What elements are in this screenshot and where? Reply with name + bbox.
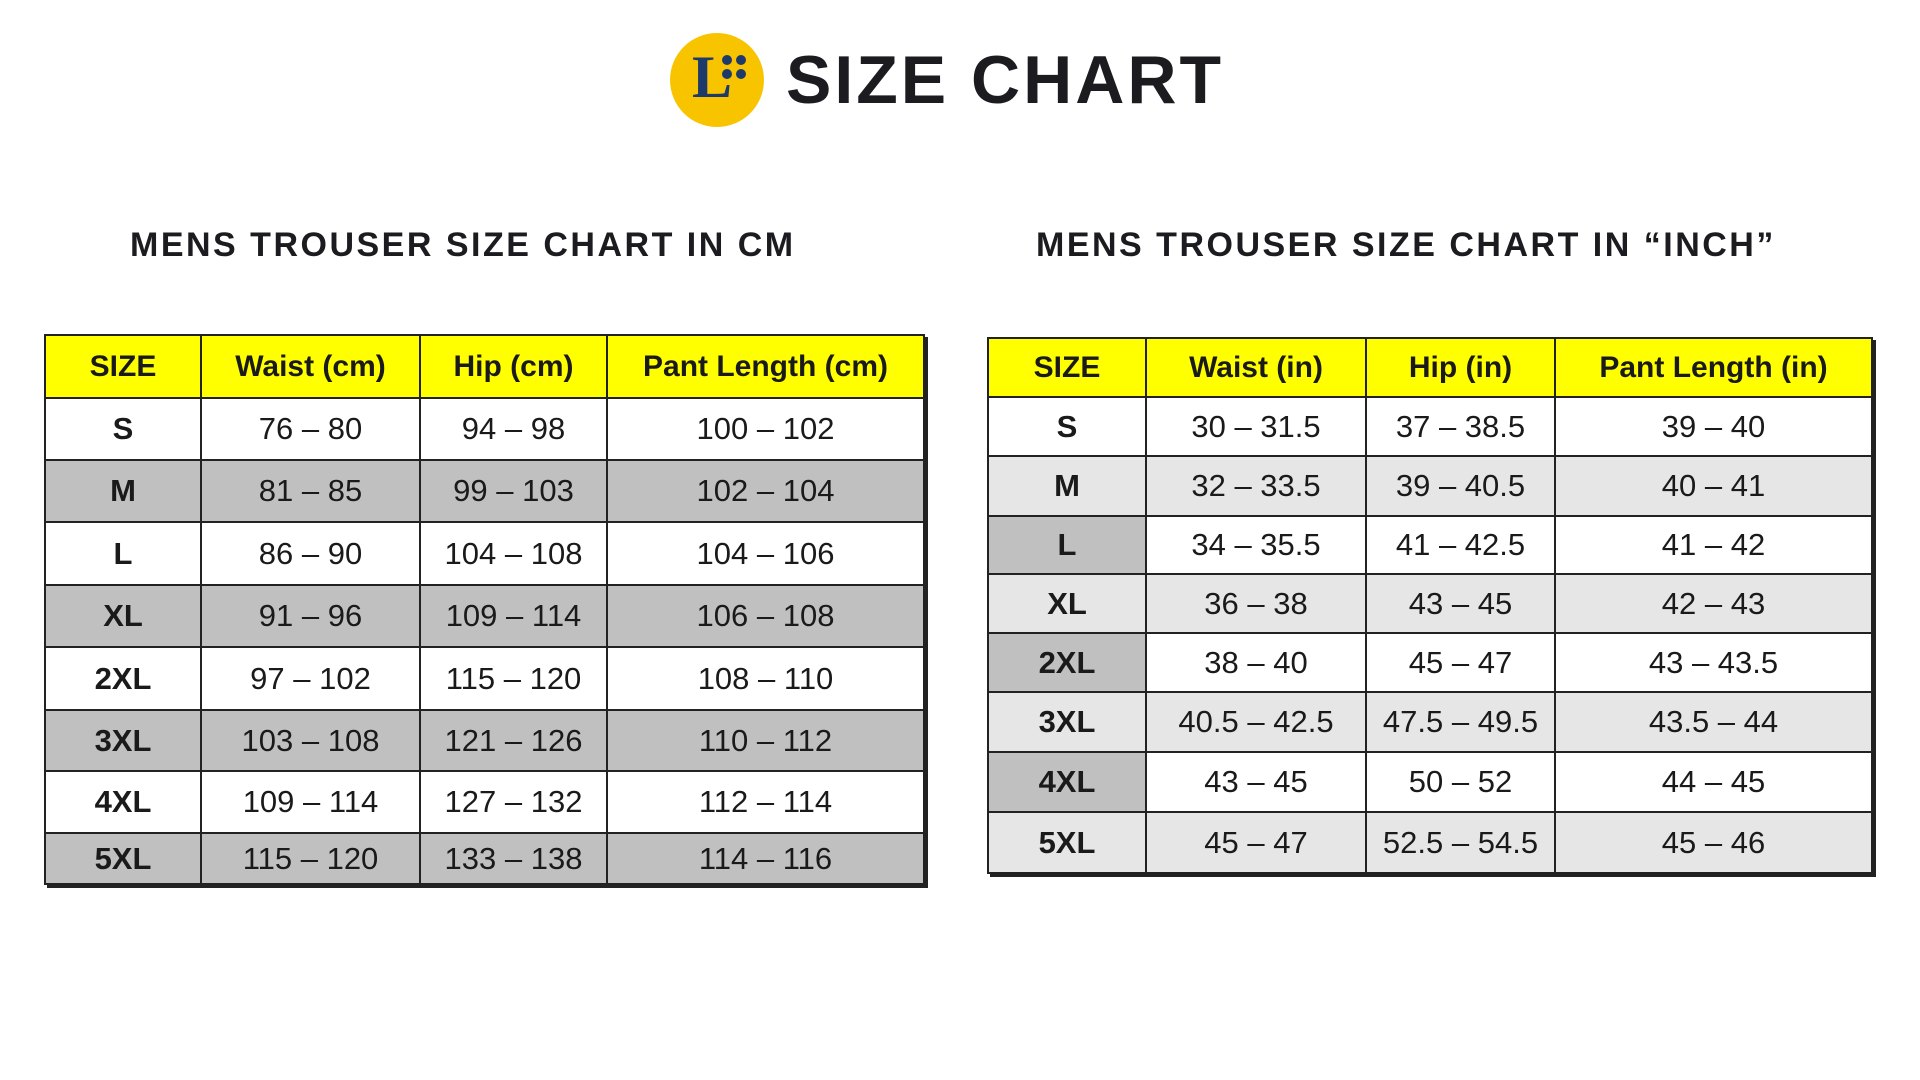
measurement-cell: 97 – 102 — [200, 646, 421, 711]
measurement-cell: 44 – 45 — [1554, 751, 1873, 813]
column-header: Hip (cm) — [419, 334, 608, 399]
table-row: 4XL 43 – 45 50 – 52 44 – 45 — [987, 751, 1873, 813]
measurement-cell: 52.5 – 54.5 — [1365, 811, 1556, 874]
column-header: Pant Length (cm) — [606, 334, 925, 399]
measurement-cell: 37 – 38.5 — [1365, 396, 1556, 457]
table-row: L 86 – 90 104 – 108 104 – 106 — [44, 521, 925, 586]
table-row: M 32 – 33.5 39 – 40.5 40 – 41 — [987, 455, 1873, 517]
measurement-cell: 39 – 40.5 — [1365, 455, 1556, 517]
size-cell: 2XL — [44, 646, 202, 711]
table-row: 3XL 40.5 – 42.5 47.5 – 49.5 43.5 – 44 — [987, 691, 1873, 753]
column-header: Hip (in) — [1365, 337, 1556, 398]
size-cell: XL — [987, 573, 1147, 634]
measurement-cell: 34 – 35.5 — [1145, 515, 1367, 575]
size-cell: 3XL — [987, 691, 1147, 753]
measurement-cell: 43 – 45 — [1365, 573, 1556, 634]
measurement-cell: 121 – 126 — [419, 709, 608, 772]
measurement-cell: 102 – 104 — [606, 459, 925, 523]
size-cell: XL — [44, 584, 202, 648]
button-dots-icon — [722, 55, 746, 79]
table-row: 3XL 103 – 108 121 – 126 110 – 112 — [44, 709, 925, 772]
size-cell: 2XL — [987, 632, 1147, 693]
column-header: Waist (in) — [1145, 337, 1367, 398]
table-row: 4XL 109 – 114 127 – 132 112 – 114 — [44, 770, 925, 834]
size-cell: S — [987, 396, 1147, 457]
measurement-cell: 43 – 45 — [1145, 751, 1367, 813]
table-row: XL 91 – 96 109 – 114 106 – 108 — [44, 584, 925, 648]
measurement-cell: 112 – 114 — [606, 770, 925, 834]
measurement-cell: 40 – 41 — [1554, 455, 1873, 517]
measurement-cell: 41 – 42 — [1554, 515, 1873, 575]
measurement-cell: 38 – 40 — [1145, 632, 1367, 693]
measurement-cell: 43 – 43.5 — [1554, 632, 1873, 693]
table-row: S 76 – 80 94 – 98 100 – 102 — [44, 397, 925, 461]
measurement-cell: 45 – 46 — [1554, 811, 1873, 874]
measurement-cell: 91 – 96 — [200, 584, 421, 648]
inch-size-table: SIZE Waist (in) Hip (in) Pant Length (in) S 3… — [987, 337, 1873, 874]
measurement-cell: 50 – 52 — [1365, 751, 1556, 813]
measurement-cell: 81 – 85 — [200, 459, 421, 523]
inch-table-title: MENS TROUSER SIZE CHART IN “INCH” — [1036, 226, 1776, 264]
size-cell: 4XL — [44, 770, 202, 834]
size-cell: L — [44, 521, 202, 586]
measurement-cell: 43.5 – 44 — [1554, 691, 1873, 753]
measurement-cell: 109 – 114 — [200, 770, 421, 834]
size-cell: M — [987, 455, 1147, 517]
size-cell: 4XL — [987, 751, 1147, 813]
measurement-cell: 104 – 108 — [419, 521, 608, 586]
page-title: SIZE CHART — [786, 42, 1224, 118]
measurement-cell: 99 – 103 — [419, 459, 608, 523]
table-row: 2XL 38 – 40 45 – 47 43 – 43.5 — [987, 632, 1873, 693]
measurement-cell: 104 – 106 — [606, 521, 925, 586]
size-cell: M — [44, 459, 202, 523]
size-cell: L — [987, 515, 1147, 575]
column-header: Waist (cm) — [200, 334, 421, 399]
measurement-cell: 100 – 102 — [606, 397, 925, 461]
measurement-cell: 45 – 47 — [1365, 632, 1556, 693]
measurement-cell: 42 – 43 — [1554, 573, 1873, 634]
measurement-cell: 115 – 120 — [419, 646, 608, 711]
measurement-cell: 47.5 – 49.5 — [1365, 691, 1556, 753]
measurement-cell: 32 – 33.5 — [1145, 455, 1367, 517]
measurement-cell: 40.5 – 42.5 — [1145, 691, 1367, 753]
table-row: 5XL 115 – 120 133 – 138 114 – 116 — [44, 832, 925, 885]
table-row: XL 36 – 38 43 – 45 42 – 43 — [987, 573, 1873, 634]
table-row: M 81 – 85 99 – 103 102 – 104 — [44, 459, 925, 523]
measurement-cell: 36 – 38 — [1145, 573, 1367, 634]
measurement-cell: 115 – 120 — [200, 832, 421, 885]
measurement-cell: 108 – 110 — [606, 646, 925, 711]
measurement-cell: 127 – 132 — [419, 770, 608, 834]
measurement-cell: 106 – 108 — [606, 584, 925, 648]
size-cell: 5XL — [44, 832, 202, 885]
size-cell: 3XL — [44, 709, 202, 772]
measurement-cell: 86 – 90 — [200, 521, 421, 586]
column-header: Pant Length (in) — [1554, 337, 1873, 398]
header-row: SIZE Waist (in) Hip (in) Pant Length (in) — [987, 337, 1873, 398]
table-row: S 30 – 31.5 37 – 38.5 39 – 40 — [987, 396, 1873, 457]
table-row: 5XL 45 – 47 52.5 – 54.5 45 – 46 — [987, 811, 1873, 874]
size-cell: 5XL — [987, 811, 1147, 874]
measurement-cell: 110 – 112 — [606, 709, 925, 772]
table-row: 2XL 97 – 102 115 – 120 108 – 110 — [44, 646, 925, 711]
measurement-cell: 45 – 47 — [1145, 811, 1367, 874]
measurement-cell: 39 – 40 — [1554, 396, 1873, 457]
column-header: SIZE — [44, 334, 202, 399]
cm-size-table: SIZE Waist (cm) Hip (cm) Pant Length (cm) S 7… — [44, 334, 925, 885]
brand-header: L SIZE CHART — [670, 32, 1224, 128]
measurement-cell: 94 – 98 — [419, 397, 608, 461]
measurement-cell: 103 – 108 — [200, 709, 421, 772]
measurement-cell: 114 – 116 — [606, 832, 925, 885]
column-header: SIZE — [987, 337, 1147, 398]
size-cell: S — [44, 397, 202, 461]
measurement-cell: 109 – 114 — [419, 584, 608, 648]
brand-logo: L — [670, 33, 764, 127]
measurement-cell: 133 – 138 — [419, 832, 608, 885]
measurement-cell: 30 – 31.5 — [1145, 396, 1367, 457]
measurement-cell: 41 – 42.5 — [1365, 515, 1556, 575]
measurement-cell: 76 – 80 — [200, 397, 421, 461]
table-row: L 34 – 35.5 41 – 42.5 41 – 42 — [987, 515, 1873, 575]
cm-table-title: MENS TROUSER SIZE CHART IN CM — [130, 226, 796, 264]
header-row: SIZE Waist (cm) Hip (cm) Pant Length (cm) — [44, 334, 925, 399]
